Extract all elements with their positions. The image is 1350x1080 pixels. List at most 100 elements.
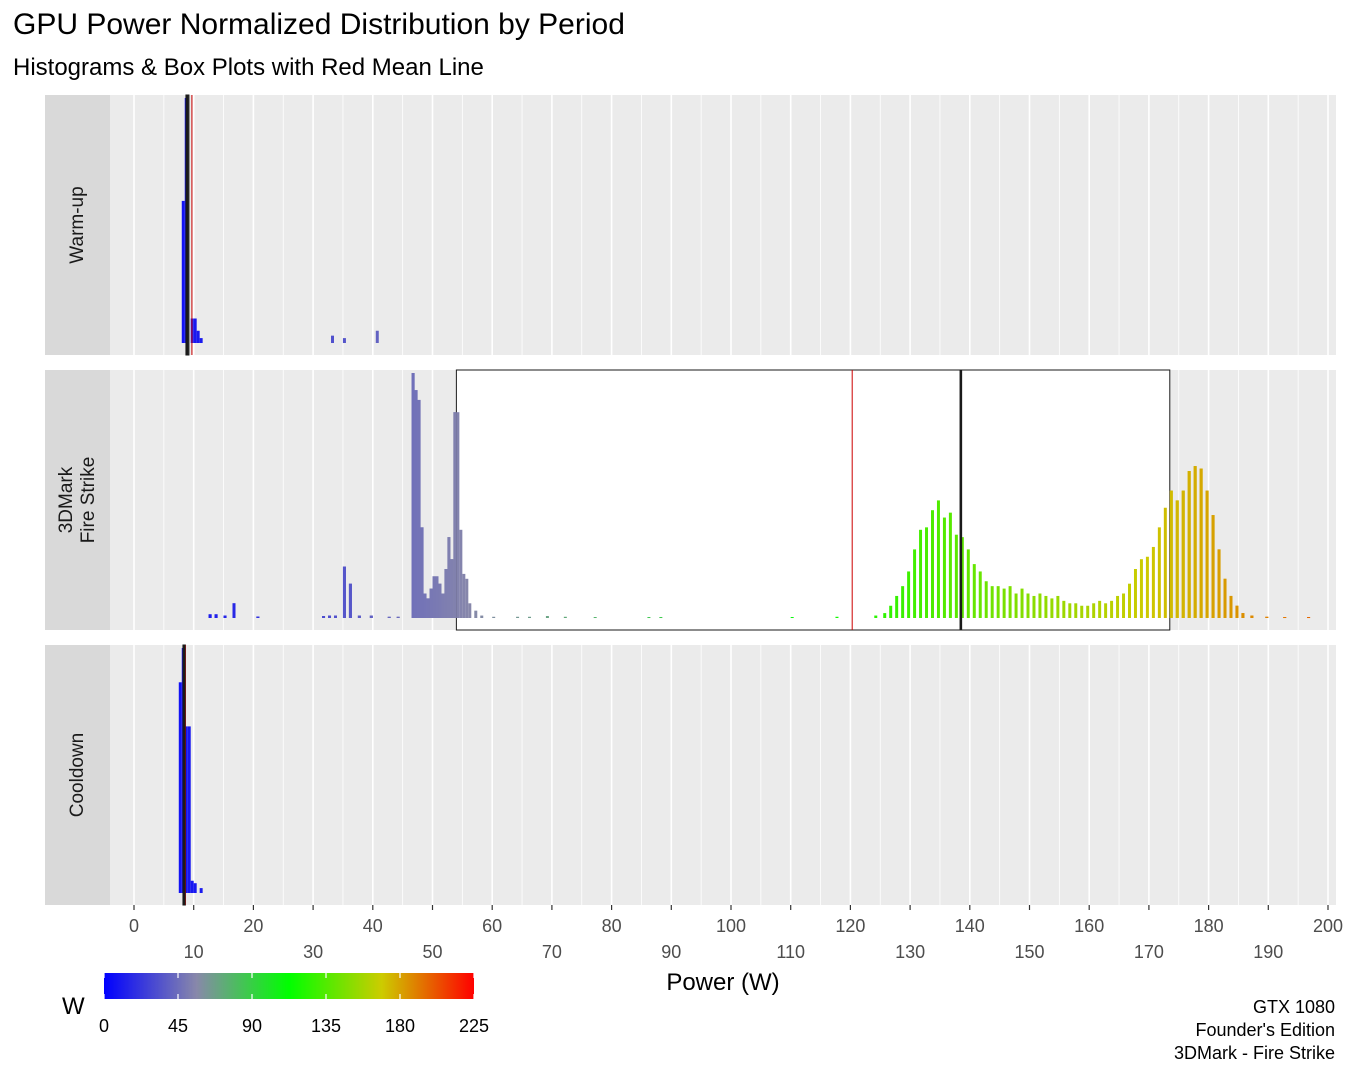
- histogram-bar-overlay: [1181, 490, 1185, 618]
- histogram-bar-overlay: [936, 500, 940, 618]
- histogram-bar-overlay: [1223, 578, 1227, 618]
- histogram-bar: [193, 883, 197, 893]
- chart-title: GPU Power Normalized Distribution by Per…: [13, 8, 625, 41]
- histogram-bar-overlay: [1104, 603, 1108, 618]
- histogram-bar-overlay: [468, 603, 472, 618]
- x-tick-label: 200: [1313, 916, 1343, 936]
- histogram-bar-overlay: [1157, 527, 1161, 618]
- histogram-bar-overlay: [1283, 617, 1287, 619]
- histogram-bar-overlay: [1205, 490, 1209, 618]
- histogram-bar-overlay: [1008, 586, 1012, 618]
- x-tick-label: 90: [661, 942, 681, 962]
- histogram-bar-overlay: [322, 616, 326, 618]
- colorbar-tick-label: 180: [385, 1016, 415, 1036]
- colorbar-tick-label: 0: [99, 1016, 109, 1036]
- histogram-bar: [190, 880, 194, 893]
- legend-title: W: [62, 993, 85, 1020]
- histogram-bar-overlay: [1187, 471, 1191, 618]
- x-tick-label: 50: [422, 942, 442, 962]
- histogram-bar-overlay: [901, 586, 905, 618]
- histogram-bar-overlay: [978, 571, 982, 618]
- box-plot-box: [455, 369, 1171, 631]
- facet-label: Cooldown: [67, 733, 88, 818]
- histogram-bar-overlay: [972, 564, 976, 618]
- histogram-bar-overlay: [348, 583, 352, 618]
- colorbar: [104, 973, 474, 999]
- histogram-bar-overlay: [1145, 556, 1149, 618]
- histogram-bar-overlay: [1193, 466, 1197, 618]
- histogram-bar: [181, 200, 185, 343]
- histogram-bar-overlay: [492, 616, 496, 618]
- histogram-bar-overlay: [414, 390, 418, 618]
- x-axis-title: Power (W): [666, 969, 779, 996]
- facet-warm-up: Warm-up: [45, 94, 1336, 356]
- facet-label: Fire Strike: [78, 457, 99, 544]
- panel-background: [110, 645, 1336, 905]
- histogram-bar-overlay: [450, 559, 454, 618]
- x-tick-label: 70: [542, 942, 562, 962]
- x-tick-label: 110: [776, 942, 805, 962]
- histogram-bar-overlay: [342, 566, 346, 618]
- histogram-bar-overlay: [647, 617, 651, 619]
- x-tick-label: 20: [243, 916, 263, 936]
- histogram-bar-overlay: [889, 605, 893, 618]
- histogram-bar-overlay: [423, 593, 427, 618]
- caption-line-gpu: GTX 1080: [1252, 997, 1335, 1017]
- histogram-bar-overlay: [369, 615, 373, 618]
- histogram-bar-overlay: [996, 586, 1000, 618]
- histogram-bar-overlay: [1163, 507, 1167, 618]
- facet-strip: [45, 645, 110, 905]
- histogram-bar-overlay: [357, 615, 361, 618]
- histogram-bar-overlay: [426, 598, 430, 618]
- histogram-bar-overlay: [1056, 595, 1060, 618]
- chart-subtitle: Histograms & Box Plots with Red Mean Lin…: [13, 54, 484, 81]
- histogram-bar-overlay: [835, 616, 839, 618]
- histogram-bar-overlay: [942, 517, 946, 618]
- histogram-bar-overlay: [1211, 515, 1215, 618]
- histogram-bar-overlay: [1175, 500, 1179, 618]
- histogram-bar-overlay: [214, 614, 218, 618]
- histogram-bar-overlay: [1014, 593, 1018, 618]
- histogram-bar-overlay: [659, 617, 663, 619]
- histogram-bar: [193, 318, 197, 343]
- histogram-bar-overlay: [411, 373, 415, 618]
- facet-label: Warm-up: [67, 186, 88, 263]
- histogram-bar-overlay: [1169, 490, 1173, 618]
- histogram-bar-overlay: [1068, 603, 1072, 618]
- histogram-bar-overlay: [1235, 605, 1239, 618]
- histogram-bar-overlay: [420, 527, 424, 618]
- chart-caption: GTX 1080 Founder's Edition 3DMark - Fire…: [1174, 996, 1335, 1065]
- histogram-bar-overlay: [1092, 603, 1096, 618]
- histogram-bar-overlay: [1050, 598, 1054, 618]
- histogram-bar-overlay: [474, 610, 478, 618]
- histogram-bar-overlay: [1265, 616, 1269, 618]
- histogram-bar: [375, 330, 379, 343]
- histogram-bar-overlay: [1044, 595, 1048, 618]
- histogram-bar-overlay: [387, 616, 391, 618]
- histogram-bar-overlay: [563, 616, 567, 618]
- histogram-bar-overlay: [1116, 595, 1120, 618]
- histogram-bar-overlay: [930, 510, 934, 618]
- histogram-bar-overlay: [954, 534, 958, 618]
- histogram-bar-overlay: [919, 529, 923, 618]
- histogram-bar: [187, 726, 191, 893]
- histogram-bar-overlay: [1032, 595, 1036, 618]
- facet-strip: [45, 370, 110, 630]
- facet-label: 3DMark: [56, 466, 77, 533]
- histogram-bar: [196, 330, 200, 343]
- histogram-bar-overlay: [966, 549, 970, 618]
- facet-cooldown: Cooldown: [45, 644, 1336, 906]
- histogram-bar-overlay: [907, 571, 911, 618]
- histogram-bar: [184, 726, 188, 893]
- caption-line-benchmark: 3DMark - Fire Strike: [1173, 1043, 1335, 1063]
- histogram-bar-overlay: [480, 615, 484, 618]
- histogram-bar-overlay: [984, 581, 988, 618]
- histogram-bar: [178, 682, 182, 893]
- histogram-bar: [199, 888, 203, 893]
- histogram-bar-overlay: [1122, 593, 1126, 618]
- x-tick-label: 100: [716, 916, 746, 936]
- histogram-bar-overlay: [1110, 600, 1114, 618]
- x-tick-label: 160: [1074, 916, 1104, 936]
- histogram-bar-overlay: [1139, 559, 1143, 618]
